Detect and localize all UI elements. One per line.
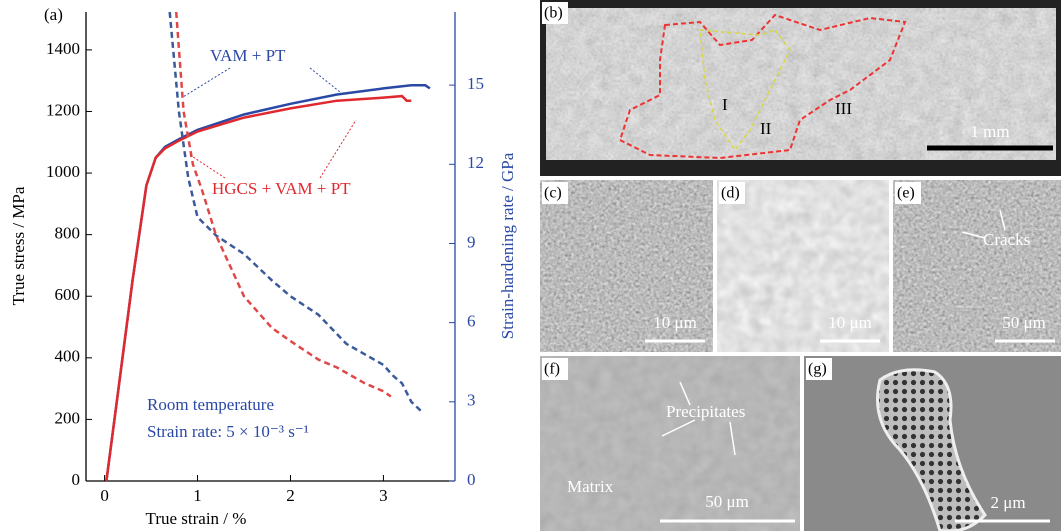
panel-label: (e)	[897, 185, 915, 202]
scale-bar-label: 50 μm	[705, 492, 749, 511]
y2-tick-label: 9	[467, 232, 476, 251]
scale-bar-label: 10 μm	[828, 313, 872, 332]
figure: (a) True strain / % True stress / MPa St…	[0, 0, 1061, 531]
y2-axis-label: Strain-hardening rate / GPa	[498, 152, 517, 339]
pointer	[320, 120, 356, 178]
chart-a: (a) True strain / % True stress / MPa St…	[9, 5, 517, 528]
annotation: Precipitates	[666, 402, 745, 421]
panel-d: (d) 10 μm	[717, 180, 889, 352]
x-tick-label: 3	[379, 486, 388, 505]
y2-tick-label: 6	[467, 312, 476, 331]
panel-f: (f) Precipitates Matrix 50 μm	[540, 356, 800, 531]
y-tick-label: 1400	[46, 39, 80, 58]
annotation: Room temperature	[147, 395, 274, 414]
panel-label: (b)	[544, 5, 563, 22]
y-axis-label: True stress / MPa	[9, 186, 28, 305]
y-tick-label: 400	[55, 347, 81, 366]
hardening-curve	[176, 12, 391, 397]
y2-tick-label: 15	[467, 74, 484, 93]
scale-bar-label: 50 μm	[1002, 313, 1046, 332]
scale-bar-label: 2 μm	[990, 493, 1025, 512]
scale-bar-label: 10 μm	[653, 313, 697, 332]
region-label: I	[722, 95, 728, 114]
x-tick-label: 0	[100, 486, 109, 505]
annotation: Cracks	[983, 230, 1030, 249]
y-tick-label: 200	[55, 408, 81, 427]
pointer	[310, 68, 340, 92]
scale-bar-label: 1 mm	[970, 122, 1009, 141]
region-label: Matrix	[567, 477, 614, 496]
annotation: Strain rate: 5 × 10⁻³ s⁻¹	[147, 422, 309, 441]
y-tick-label: 600	[55, 285, 81, 304]
panel-c: (c) 10 μm	[540, 180, 713, 352]
panel-label: (d)	[721, 185, 740, 202]
region-label: III	[835, 99, 852, 118]
y2-tick-label: 12	[467, 153, 484, 172]
series-label: VAM + PT	[210, 46, 286, 65]
x-axis-label: True strain / %	[146, 509, 247, 528]
y-tick-label: 0	[72, 470, 81, 489]
y-tick-label: 1000	[46, 162, 80, 181]
y-tick-label: 1200	[46, 100, 80, 119]
micrograph-texture	[540, 356, 800, 531]
panel-label: (c)	[544, 185, 562, 202]
panel-e: (e) Cracks 50 μm	[893, 180, 1061, 352]
panel-label: (a)	[44, 5, 63, 24]
y-tick-label: 800	[55, 224, 81, 243]
y2-tick-label: 0	[467, 470, 476, 489]
x-tick-label: 2	[286, 486, 295, 505]
series-label: HGCS + VAM + PT	[212, 179, 351, 198]
y2-tick-label: 3	[467, 391, 476, 410]
panel-g: (g) 2 μm	[804, 356, 1061, 531]
x-tick-label: 1	[193, 486, 202, 505]
pointer	[183, 68, 230, 97]
region-label: II	[760, 119, 772, 138]
panel-label: (g)	[808, 361, 827, 378]
panel-label: (f)	[544, 361, 560, 378]
panel-b: (b) I II III 1 mm	[540, 0, 1061, 176]
